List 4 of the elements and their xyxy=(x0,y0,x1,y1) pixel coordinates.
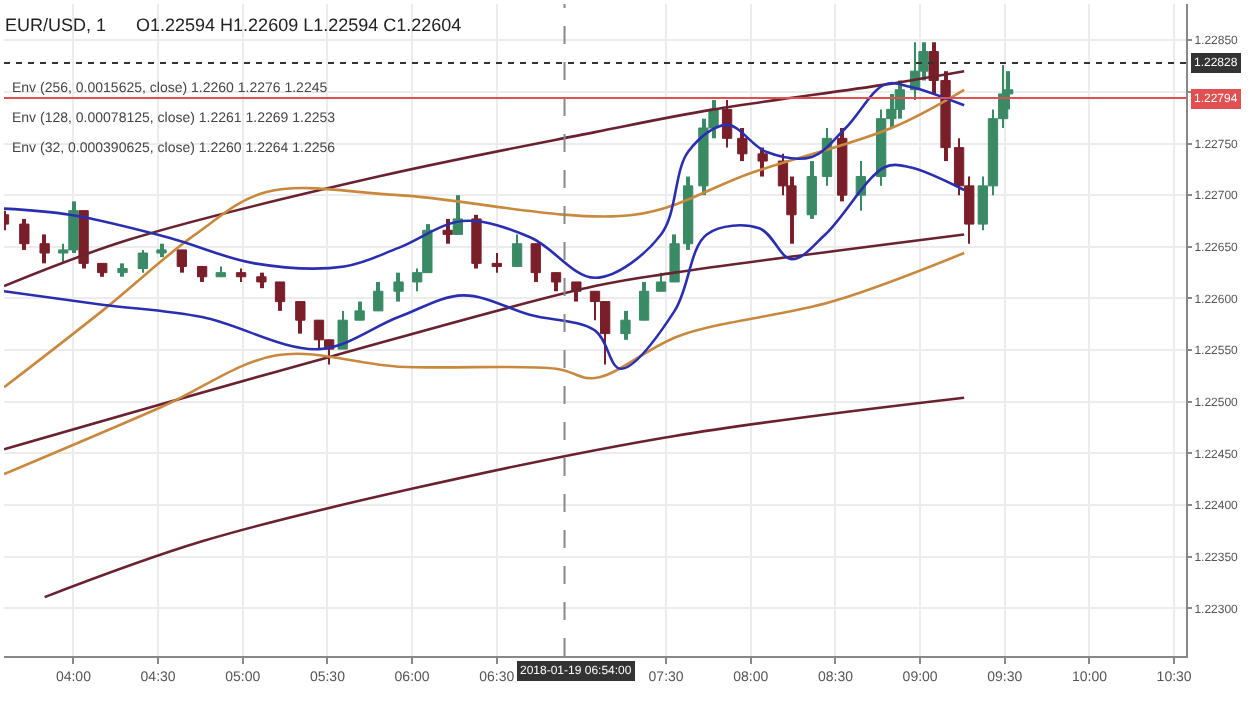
line-series xyxy=(4,233,966,451)
chart-title: EUR/USD, 1 O1.22594 H1.22609 L1.22594 C1.22604 xyxy=(5,14,462,35)
line-series xyxy=(4,251,966,476)
line-series xyxy=(43,396,966,599)
